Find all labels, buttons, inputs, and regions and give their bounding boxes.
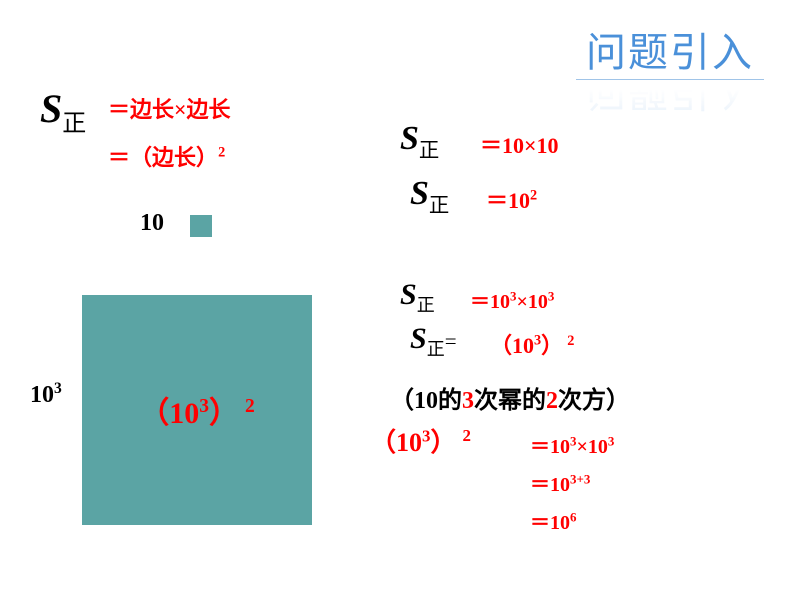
exp-2: 2 [245, 396, 255, 417]
s-symbol-left: S正 [40, 85, 86, 138]
eq-sign: ＝ [480, 133, 502, 158]
times-sign: × [517, 291, 528, 313]
page-title-reflection: 问题引入 [586, 66, 754, 124]
exp-2: 2 [462, 426, 470, 445]
s-eq-row1: S正 [400, 120, 439, 163]
base-10b: 10 [528, 291, 548, 313]
paren-open: （ [490, 333, 512, 358]
row2-rhs: ＝102 [486, 183, 537, 215]
paren-open: （ [130, 145, 152, 170]
base-10: 10 [396, 428, 422, 457]
base-10: 10 [414, 388, 438, 414]
exp-2: 2 [530, 188, 537, 204]
label-10-cubed: 103 [30, 380, 62, 409]
row6-rhs: ＝103×103 [530, 430, 614, 459]
s-subscript: 正 [419, 140, 439, 162]
num-3: 3 [462, 388, 474, 414]
s-letter: S [40, 86, 62, 131]
eq-sign: ＝ [530, 512, 550, 534]
eq-sign: ＝ [486, 188, 508, 213]
paren-close: ） [606, 388, 630, 414]
paren-close: ） [541, 333, 563, 358]
base-10b: 10 [588, 436, 608, 458]
base-10: 10 [169, 397, 199, 430]
base-10a: 10 [490, 291, 510, 313]
eq-sign: ＝ [108, 97, 130, 122]
exp-3: 3 [199, 396, 209, 417]
ten-times-ten: 10×10 [502, 133, 559, 158]
base-10a: 10 [550, 436, 570, 458]
s-eq-row4: S正= [410, 322, 457, 361]
s-subscript: 正 [427, 339, 445, 359]
s-eq-row2: S正 [410, 175, 449, 218]
eq-sign: ＝ [470, 291, 490, 313]
paren-close: ） [196, 145, 218, 170]
row8: ＝106 [530, 506, 577, 535]
exp-3b: 3 [608, 433, 615, 448]
num-2: 2 [546, 388, 558, 414]
small-square [190, 215, 212, 237]
s-subscript: 正 [62, 111, 86, 137]
s-eq-row3: S正 [400, 278, 435, 317]
base-10: 10 [550, 512, 570, 534]
base-10: 10 [512, 333, 534, 358]
s-letter: S [400, 278, 417, 311]
s-letter: S [410, 322, 427, 355]
base-10: 10 [30, 382, 54, 408]
exp-3-plus-3: 3+3 [570, 471, 590, 486]
s-subscript: 正 [417, 295, 435, 315]
exp-2: 2 [218, 145, 225, 161]
times-sign: × [577, 436, 588, 458]
de-2: 的 [522, 388, 546, 414]
s-letter: S [400, 120, 419, 157]
paren-open: （ [390, 388, 414, 414]
row5-description: （10的3次幂的2次方） [390, 380, 630, 415]
text-side: 边长 [152, 145, 196, 170]
base-10: 10 [508, 188, 530, 213]
exp-3: 3 [54, 380, 62, 397]
big-square: （103） 2 [82, 295, 312, 525]
big-square-label: （103） 2 [139, 388, 255, 432]
formula-side-times-side: ＝边长×边长 [108, 92, 231, 124]
paren-open: （ [139, 397, 169, 430]
eq-sign: = [445, 329, 457, 353]
row7: ＝103+3 [530, 468, 590, 497]
formula-side-squared: ＝（边长）2 [108, 140, 225, 172]
label-10: 10 [140, 210, 164, 237]
eq-sign: ＝ [530, 474, 550, 496]
row4-rhs: （103）2 [490, 328, 574, 360]
exp-3b: 3 [548, 288, 555, 303]
paren-close: ） [209, 397, 239, 430]
ci-fang: 次方 [558, 388, 606, 414]
ci-mi: 次幂 [474, 388, 522, 414]
exp-6: 6 [570, 509, 577, 524]
exp-2: 2 [567, 333, 574, 349]
s-letter: S [410, 175, 429, 212]
paren-open: （ [370, 428, 396, 457]
row3-rhs: ＝103×103 [470, 285, 554, 314]
eq-sign: ＝ [530, 436, 550, 458]
eq-sign: ＝ [108, 145, 130, 170]
row6-lhs: （103）2 [370, 422, 471, 459]
paren-close: ） [430, 428, 456, 457]
text-side-times-side: 边长×边长 [130, 97, 231, 122]
base-10: 10 [550, 474, 570, 496]
row1-rhs: ＝10×10 [480, 128, 559, 160]
de-1: 的 [438, 388, 462, 414]
s-subscript: 正 [429, 195, 449, 217]
